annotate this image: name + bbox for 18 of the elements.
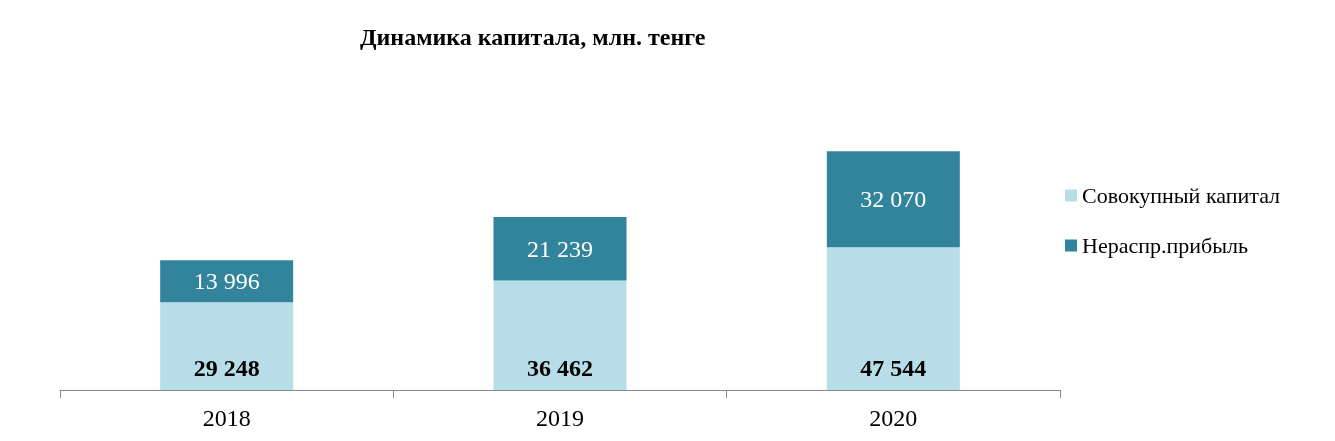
bar xyxy=(493,280,627,390)
x-tick-label: 2018 xyxy=(202,405,251,431)
bar xyxy=(826,151,960,248)
data-label: 13 996 xyxy=(193,268,260,295)
data-label: 32 070 xyxy=(860,186,927,213)
bar xyxy=(160,302,294,390)
legend-label: Совокупный капитал xyxy=(1082,183,1281,208)
legend-label: Нераспр.прибыль xyxy=(1082,233,1248,258)
bar xyxy=(160,260,294,303)
data-label: 36 462 xyxy=(527,355,593,381)
bar xyxy=(826,247,960,390)
data-label: 21 239 xyxy=(527,235,593,262)
data-label: 29 248 xyxy=(193,355,260,381)
x-tick-label: 2019 xyxy=(536,405,584,431)
bar xyxy=(493,216,627,281)
data-label: 47 544 xyxy=(860,355,927,381)
x-tick-label: 2020 xyxy=(869,405,918,431)
chart-title: Динамика капитала, млн. тенге xyxy=(360,24,706,50)
